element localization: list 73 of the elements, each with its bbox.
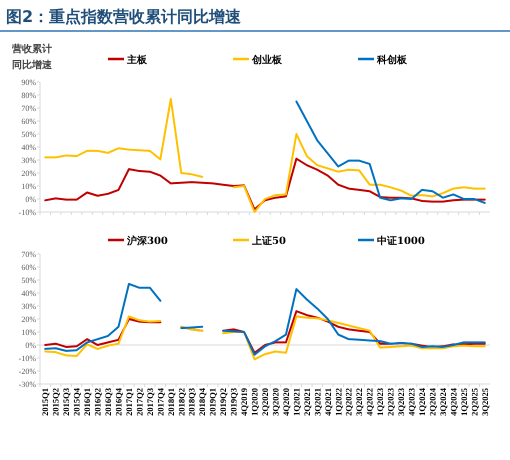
y-tick-label: 40%: [21, 143, 36, 152]
x-tick-label: 1Q2023: [375, 388, 386, 416]
x-tick-label: 2015Q4: [72, 387, 82, 416]
y-tick-label: 20%: [21, 169, 36, 178]
x-tick-label: 2019Q1: [208, 388, 218, 416]
x-tick-label: 2017Q3: [144, 388, 155, 416]
y-tick-label: 50%: [21, 130, 36, 139]
x-tick-label: 2Q2024: [427, 387, 438, 416]
x-tick-label: 2018Q2: [176, 388, 186, 416]
y-tick-label: 50%: [21, 276, 36, 285]
x-tick-label: 2019Q3: [228, 388, 239, 416]
x-tick-label: 3Q2023: [396, 388, 406, 416]
y-tick-label: 60%: [21, 263, 36, 272]
y-tick-label: 0%: [25, 195, 36, 204]
x-tick-label: 4Q2019: [239, 388, 250, 416]
legend-label: 中证1000: [377, 235, 425, 247]
y-axis-title: 营收累计同比增速: [11, 43, 53, 71]
chart-title: 图2：重点指数营收累计同比增速: [6, 7, 242, 26]
x-tick-label: 2015Q3: [61, 388, 72, 416]
x-tick-label: 4Q2021: [322, 388, 333, 416]
legend-label: 科创板: [376, 54, 408, 66]
y-tick-label: 0%: [25, 341, 36, 350]
x-tick-label: 4Q2023: [406, 388, 417, 416]
x-tick-label: 3Q2025: [480, 388, 490, 416]
x-tick-label: 3Q2024: [438, 387, 448, 416]
legend-label: 创业板: [251, 54, 283, 66]
x-tick-label: 2016Q3: [103, 388, 114, 416]
y-tick-label: 70%: [21, 104, 36, 113]
legend-label: 沪深300: [126, 235, 168, 247]
x-tick-label: 2018Q4: [197, 387, 208, 416]
x-tick-label: 4Q2024: [448, 387, 458, 416]
x-tick-label: 1Q2020: [250, 388, 260, 416]
x-tick-label: 2Q2022: [344, 388, 354, 416]
x-tick-label: 1Q2024: [416, 387, 427, 416]
x-tick-label: 2017Q1: [124, 388, 134, 416]
x-tick-label: 3Q2021: [312, 388, 322, 416]
legend-label: 主板: [126, 54, 148, 66]
y-tick-label: 80%: [21, 91, 36, 100]
x-tick-label: 1Q2021: [291, 388, 302, 416]
x-tick-label: 1Q2022: [333, 388, 344, 416]
x-tick-label: 2017Q4: [155, 387, 166, 416]
x-tick-label: 1Q2025: [458, 388, 469, 416]
x-tick-label: 2Q2020: [260, 388, 270, 416]
x-tick-label: 2016Q2: [92, 388, 103, 416]
x-tick-label: 2017Q2: [134, 388, 144, 416]
y-tick-label: -10%: [18, 354, 36, 363]
y-tick-label: 40%: [21, 289, 36, 298]
y-tick-label: 90%: [21, 78, 36, 87]
y-tick-label: 30%: [21, 302, 36, 311]
y-tick-label: -10%: [18, 208, 36, 217]
y-tick-label: 20%: [21, 315, 36, 324]
x-tick-label: 2016Q1: [82, 388, 92, 416]
x-tick-label: 2Q2023: [386, 388, 396, 416]
x-tick-label: 2Q2021: [302, 388, 312, 416]
x-tick-label: 4Q2020: [280, 388, 291, 416]
y-tick-label: 10%: [21, 182, 36, 191]
y-tick-label: 10%: [21, 328, 36, 337]
x-tick-label: 2019Q2: [218, 388, 228, 416]
y-tick-label: 30%: [21, 156, 36, 165]
x-tick-label: 2016Q4: [113, 387, 124, 416]
y-tick-label: -20%: [18, 367, 36, 376]
x-tick-label: 2015Q2: [50, 388, 61, 416]
x-tick-label: 2015Q1: [40, 388, 50, 416]
x-tick-label: 2018Q1: [166, 388, 176, 416]
legend-label: 上证50: [251, 235, 286, 247]
y-tick-label: 60%: [21, 117, 36, 126]
y-tick-label: 70%: [21, 250, 36, 259]
x-tick-label: 3Q2022: [354, 388, 364, 416]
x-tick-label: 2018Q3: [186, 388, 197, 416]
x-tick-label: 2Q2025: [469, 388, 480, 416]
x-tick-label: 4Q2022: [364, 388, 375, 416]
x-tick-label: 3Q2020: [270, 388, 280, 416]
y-tick-label: -30%: [18, 380, 36, 389]
